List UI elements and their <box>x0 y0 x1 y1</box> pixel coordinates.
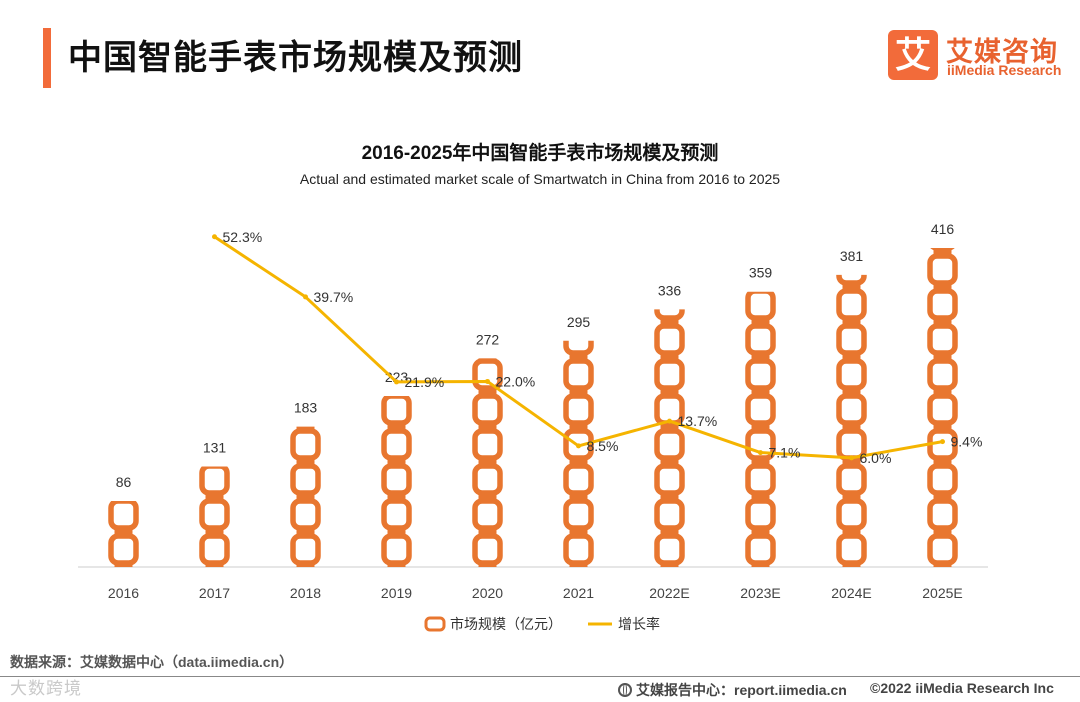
x-tick-label-2018: 2018 <box>290 585 321 601</box>
logo-english-name: iiMedia Research <box>947 62 1062 78</box>
bar-value-label-2016: 86 <box>116 474 132 490</box>
growth-point-2020 <box>485 378 490 384</box>
logo-chinese-name: 艾媒咨询 <box>946 37 1058 67</box>
bar-2020 <box>472 358 503 567</box>
bar-value-label-2020: 272 <box>476 331 500 347</box>
x-tick-label-2020: 2020 <box>472 585 503 601</box>
growth-point-2019 <box>394 379 399 385</box>
growth-label-2019: 21.9% <box>405 374 445 390</box>
bar-value-label-2024E: 381 <box>840 248 864 264</box>
growth-point-2022E <box>667 418 672 424</box>
globe-icon <box>618 683 632 697</box>
bar-2025E <box>927 248 958 567</box>
chart-title: 2016-2025年中国智能手表市场规模及预测 <box>361 143 719 164</box>
legend-bar-label: 市场规模（亿元） <box>450 616 562 632</box>
bar-value-label-2017: 131 <box>203 440 227 456</box>
watermark-text: 大数跨境 <box>10 679 82 698</box>
bar-2018 <box>290 426 321 568</box>
bar-value-label-2023E: 359 <box>749 265 773 281</box>
growth-point-2017 <box>212 234 217 240</box>
growth-label-2025E: 9.4% <box>951 434 983 450</box>
growth-point-2018 <box>303 294 308 300</box>
footer-report-center: 艾媒报告中心：report.iimedia.cn <box>618 680 847 700</box>
x-tick-label-2022E: 2022E <box>649 585 689 601</box>
smartwatch-market-chart: 8620161312017183201822320192722020295202… <box>78 221 988 632</box>
x-tick-label-2019: 2019 <box>381 585 412 601</box>
legend-bar-swatch <box>424 616 446 632</box>
growth-label-2020: 22.0% <box>496 373 536 389</box>
x-tick-label-2025E: 2025E <box>922 585 962 601</box>
page-title: 中国智能手表市场规模及预测 <box>68 39 523 77</box>
bar-2021 <box>563 340 594 568</box>
footer-divider <box>0 676 1080 677</box>
growth-label-2023E: 7.1% <box>769 445 801 461</box>
x-tick-label-2023E: 2023E <box>740 585 780 601</box>
report-center-link[interactable]: 艾媒报告中心：report.iimedia.cn <box>636 682 847 698</box>
bar-value-label-2021: 295 <box>567 314 591 330</box>
growth-point-2025E <box>940 439 945 445</box>
bar-2019 <box>381 395 412 567</box>
growth-point-2023E <box>758 450 763 456</box>
logo-mark: 艾 <box>888 30 938 80</box>
growth-label-2018: 39.7% <box>314 289 354 305</box>
growth-label-2021: 8.5% <box>587 438 619 454</box>
growth-label-2024E: 6.0% <box>860 450 892 466</box>
title-accent-bar <box>43 28 51 88</box>
x-tick-label-2024E: 2024E <box>831 585 871 601</box>
data-source-note: 数据来源：艾媒数据中心（data.iimedia.cn） <box>10 654 294 670</box>
growth-point-2021 <box>576 443 581 449</box>
bar-2024E <box>836 274 867 567</box>
growth-point-2024E <box>849 455 854 461</box>
bar-2017 <box>199 466 230 568</box>
bar-value-label-2025E: 416 <box>931 221 955 237</box>
chart-subtitle: Actual and estimated market scale of Sma… <box>299 171 781 187</box>
growth-label-2017: 52.3% <box>223 229 263 245</box>
x-tick-label-2017: 2017 <box>199 585 230 601</box>
growth-label-2022E: 13.7% <box>678 413 718 429</box>
iimedia-logo: 艾 艾媒咨询 iiMedia Research <box>888 30 1068 82</box>
bar-value-label-2022E: 336 <box>658 282 682 298</box>
bar-2022E <box>654 309 685 567</box>
legend-line-label: 增长率 <box>618 616 660 632</box>
copyright-notice: ©2022 iiMedia Research Inc <box>870 680 1054 696</box>
bar-2023E <box>745 291 776 567</box>
bar-value-label-2018: 183 <box>294 400 318 416</box>
bar-2016 <box>108 501 139 567</box>
x-tick-label-2021: 2021 <box>563 585 594 601</box>
x-tick-label-2016: 2016 <box>108 585 139 601</box>
